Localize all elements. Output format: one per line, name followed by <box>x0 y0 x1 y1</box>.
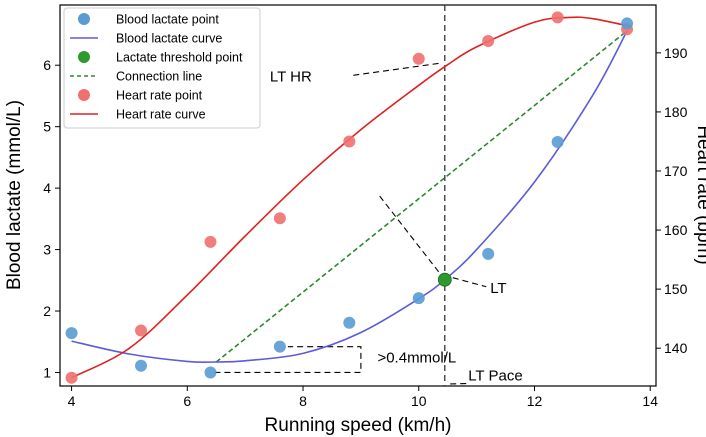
y-right-tick-label: 140 <box>664 340 688 356</box>
y-left-tick-label: 4 <box>43 180 51 196</box>
perpendicular-line <box>377 193 446 281</box>
legend: Blood lactate point Blood lactate curve La… <box>63 7 261 129</box>
y-right-tick-label: 180 <box>664 104 688 120</box>
heart-rate-curve <box>71 16 628 379</box>
heart-rate-point <box>343 135 356 148</box>
legend-label: Connection line <box>116 70 202 84</box>
blood-lactate-point <box>551 136 564 149</box>
x-tick-label: 8 <box>299 393 307 409</box>
legend-label: Lactate threshold point <box>116 51 243 65</box>
annotation-threshold-delta: >0.4mmol/L <box>377 350 456 367</box>
legend-items: Blood lactate point Blood lactate curve La… <box>70 13 243 122</box>
y-right-tick-label: 160 <box>664 222 688 238</box>
annotation-lt-pace: LT Pace <box>468 368 522 385</box>
x-tick-label: 10 <box>411 393 427 409</box>
legend-label: Blood lactate curve <box>116 32 222 46</box>
annotation-lt-hr: LT HR <box>270 68 312 85</box>
y-left-tick-label: 5 <box>43 119 51 135</box>
lactate-threshold-point <box>437 272 452 287</box>
legend-box <box>63 7 261 129</box>
annotation-lt: LT <box>490 280 506 297</box>
blood-lactate-point <box>343 316 356 329</box>
legend-marker <box>78 89 90 101</box>
y-right-tick-label: 190 <box>664 45 688 61</box>
y-axis-right-title: Heart rate (bpm) <box>693 125 706 264</box>
y-left-tick-label: 3 <box>43 242 51 258</box>
y-left-tick-label: 1 <box>43 364 51 380</box>
legend-marker <box>78 51 90 63</box>
y-left-tick-label: 6 <box>43 57 51 73</box>
annotation-lt-leader <box>452 277 487 288</box>
legend-label: Blood lactate point <box>116 13 219 27</box>
heart-rate-point <box>482 35 495 48</box>
heart-rate-point <box>412 52 425 65</box>
y-axis-left-title: Blood lactate (mmol/L) <box>4 100 25 290</box>
heart-rate-point <box>204 235 217 248</box>
legend-label: Heart rate curve <box>116 108 206 122</box>
blood-lactate-point <box>482 247 495 260</box>
blood-lactate-point <box>135 359 148 372</box>
heart-rate-point <box>135 324 148 337</box>
annotation-lt-hr-leader <box>353 62 441 76</box>
legend-marker <box>78 13 90 25</box>
blood-lactate-curve <box>71 30 628 364</box>
heart-rate-point <box>273 212 286 225</box>
y-right-tick-label: 150 <box>664 281 688 297</box>
blood-lactate-point <box>273 340 286 353</box>
blood-lactate-point <box>412 292 425 305</box>
annotations-layer: LT HR LT >0.4mmol/L LT Pace <box>270 62 523 385</box>
x-axis-title: Running speed (km/h) <box>265 415 452 436</box>
y-right-tick-label: 170 <box>664 163 688 179</box>
legend-label: Heart rate point <box>116 89 203 103</box>
x-tick-label: 14 <box>642 393 658 409</box>
x-tick-label: 6 <box>183 393 191 409</box>
heart-rate-point <box>65 371 78 384</box>
heart-rate-point <box>551 11 564 24</box>
y-left-tick-label: 2 <box>43 303 51 319</box>
blood-lactate-point <box>621 17 634 30</box>
threshold-bracket <box>214 346 362 374</box>
x-tick-label: 4 <box>68 393 76 409</box>
data-layer <box>65 5 634 386</box>
plot-frame <box>59 4 657 387</box>
blood-lactate-point <box>204 366 217 379</box>
blood-lactate-point <box>65 327 78 340</box>
x-tick-label: 12 <box>527 393 543 409</box>
